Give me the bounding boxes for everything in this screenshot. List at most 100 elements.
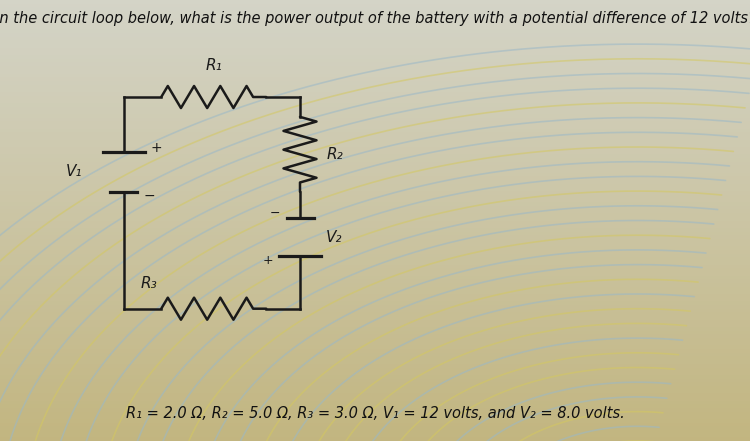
Text: −: − [143,189,154,203]
Bar [0,213,750,217]
Bar [0,19,750,22]
Bar [0,342,750,345]
Bar [0,386,750,389]
Bar [0,382,750,386]
Bar [0,434,750,437]
Text: V₁: V₁ [66,164,82,179]
Bar [0,52,750,55]
Bar [0,66,750,70]
Bar [0,430,750,434]
Bar [0,162,750,165]
Bar [0,279,750,283]
Bar [0,74,750,77]
Bar [0,63,750,66]
Bar [0,312,750,316]
Bar [0,33,750,37]
Bar [0,158,750,162]
Bar [0,232,750,235]
Bar [0,107,750,110]
Bar [0,0,750,4]
Bar [0,254,750,257]
Bar [0,143,750,147]
Bar [0,375,750,378]
Bar [0,118,750,121]
Bar [0,316,750,320]
Bar [0,283,750,287]
Bar [0,272,750,276]
Bar [0,4,750,7]
Bar [0,422,750,426]
Bar [0,338,750,342]
Bar [0,202,750,206]
Bar [0,129,750,132]
Bar [0,136,750,140]
Bar [0,30,750,33]
Bar [0,11,750,15]
Bar [0,121,750,125]
Text: R₃: R₃ [141,276,158,291]
Text: R₂: R₂ [326,147,343,162]
Bar [0,59,750,63]
Bar [0,228,750,232]
Text: In the circuit loop below, what is the power output of the battery with a potent: In the circuit loop below, what is the p… [0,11,750,26]
Bar [0,257,750,261]
Bar [0,349,750,353]
Bar [0,55,750,59]
Text: R₁ = 2.0 Ω, R₂ = 5.0 Ω, R₃ = 3.0 Ω, V₁ = 12 volts, and V₂ = 8.0 volts.: R₁ = 2.0 Ω, R₂ = 5.0 Ω, R₃ = 3.0 Ω, V₁ =… [125,406,624,421]
Bar [0,345,750,349]
Bar [0,165,750,169]
Bar [0,41,750,44]
Bar [0,110,750,114]
Text: +: + [262,254,273,267]
Bar [0,334,750,338]
Bar [0,364,750,367]
Bar [0,206,750,209]
Bar [0,415,750,419]
Bar [0,408,750,411]
Bar [0,294,750,298]
Bar [0,125,750,129]
Bar [0,393,750,397]
Bar [0,356,750,360]
Bar [0,301,750,305]
Bar [0,239,750,243]
Bar [0,305,750,309]
Bar [0,298,750,301]
Text: −: − [270,207,280,220]
Bar [0,367,750,371]
Bar [0,180,750,184]
Bar [0,191,750,195]
Bar [0,77,750,81]
Bar [0,140,750,143]
Bar [0,176,750,180]
Bar [0,187,750,191]
Bar [0,169,750,173]
Bar [0,48,750,52]
Bar [0,261,750,265]
Bar [0,331,750,334]
Bar [0,81,750,85]
Bar [0,320,750,323]
Bar [0,287,750,290]
Bar [0,323,750,327]
Bar [0,85,750,88]
Bar [0,378,750,382]
Bar [0,198,750,202]
Bar [0,132,750,136]
Bar [0,37,750,41]
Bar [0,250,750,254]
Bar [0,114,750,118]
Bar [0,217,750,220]
Bar [0,371,750,375]
Bar [0,209,750,213]
Bar [0,268,750,272]
Bar [0,195,750,198]
Bar [0,404,750,408]
Bar [0,400,750,404]
Text: +: + [151,141,162,155]
Bar [0,99,750,103]
Bar [0,246,750,250]
Bar [0,265,750,268]
Bar [0,327,750,331]
Bar [0,147,750,151]
